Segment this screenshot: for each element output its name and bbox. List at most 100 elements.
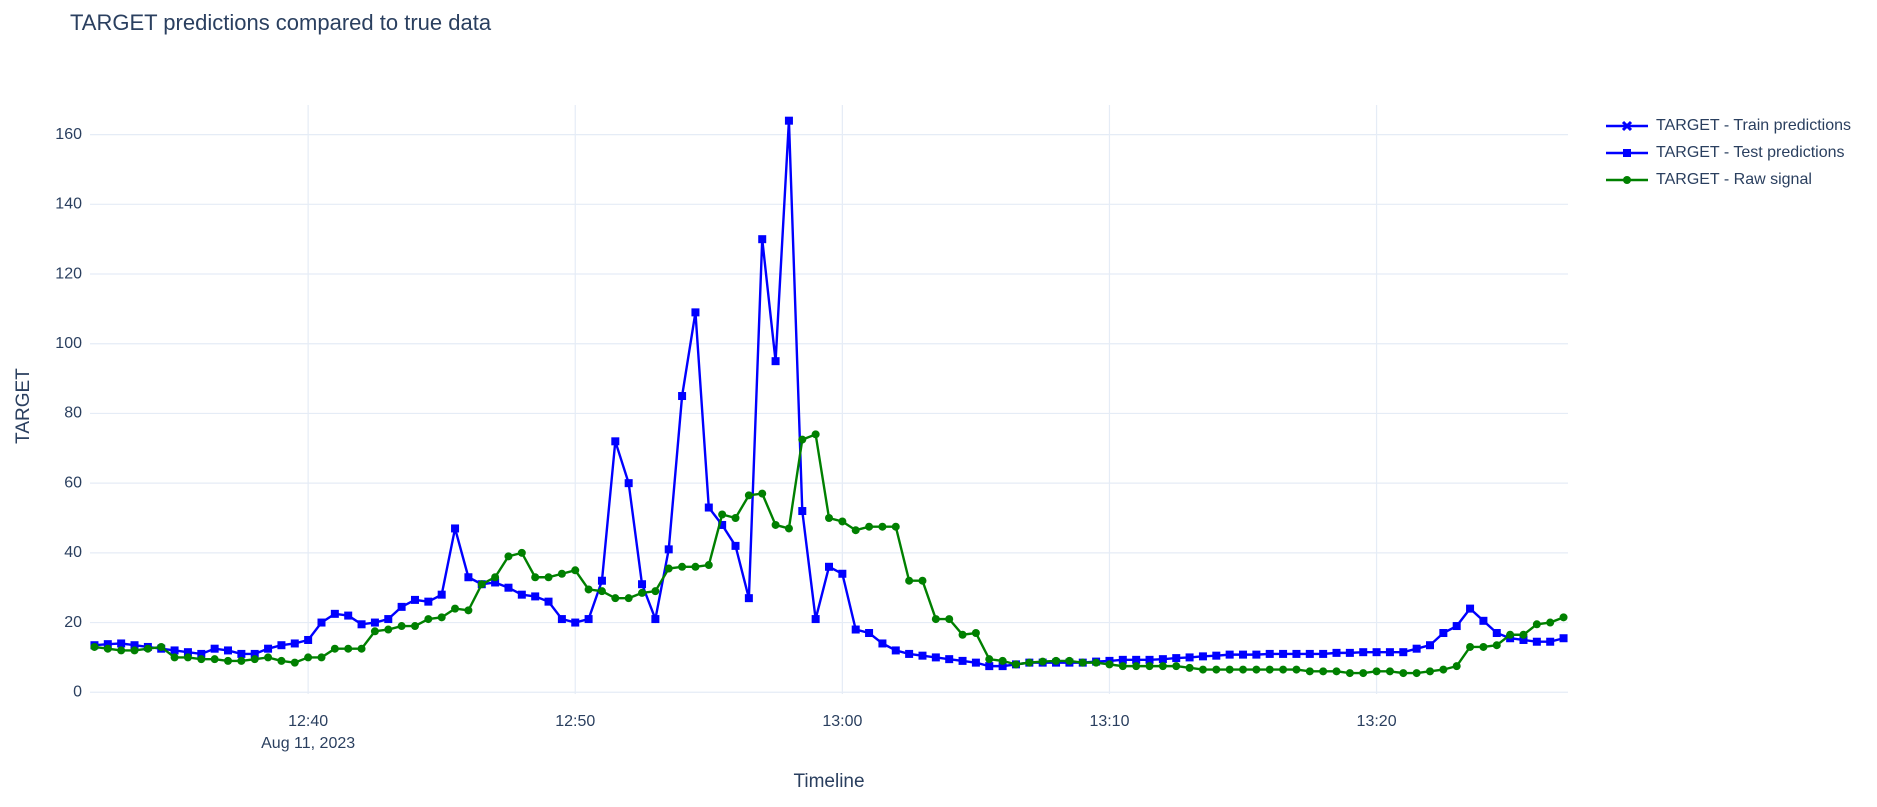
point	[1546, 637, 1555, 646]
point	[197, 655, 206, 664]
point	[825, 562, 833, 571]
point	[117, 639, 126, 648]
point	[1506, 630, 1515, 639]
point	[290, 658, 299, 667]
point	[611, 594, 620, 603]
point	[571, 566, 580, 575]
point	[718, 520, 727, 529]
point	[143, 644, 152, 653]
point	[491, 573, 500, 582]
point	[838, 569, 847, 578]
point	[464, 573, 473, 582]
point	[130, 646, 139, 655]
point	[103, 644, 112, 653]
x-tick-label: 13:00	[822, 713, 862, 730]
point	[1065, 656, 1074, 665]
point	[1412, 644, 1421, 653]
point	[624, 479, 633, 488]
point	[704, 503, 713, 512]
point	[1198, 652, 1207, 661]
point	[571, 618, 580, 627]
point	[410, 622, 419, 631]
point	[250, 649, 259, 658]
point	[504, 583, 513, 592]
point	[210, 644, 219, 653]
point	[277, 641, 286, 650]
y-tick-label: 0	[73, 683, 82, 700]
point	[678, 562, 687, 571]
point	[1011, 660, 1020, 669]
point	[183, 653, 192, 662]
point	[865, 522, 874, 531]
point	[664, 564, 673, 573]
point	[1212, 665, 1221, 674]
point	[638, 580, 647, 589]
point	[838, 517, 847, 526]
point	[597, 587, 606, 596]
point	[597, 576, 606, 585]
point	[424, 597, 433, 606]
x-tick-label: 13:10	[1089, 713, 1129, 730]
point	[758, 489, 767, 498]
point	[197, 649, 206, 658]
point	[1399, 669, 1408, 678]
point	[437, 590, 446, 599]
point	[317, 618, 326, 627]
point	[130, 641, 139, 650]
point	[704, 561, 713, 570]
point	[170, 653, 179, 662]
point	[1466, 642, 1475, 651]
point	[1172, 662, 1181, 671]
point	[651, 615, 660, 624]
point	[1265, 649, 1274, 658]
point	[544, 573, 553, 582]
point	[691, 308, 700, 317]
point	[584, 615, 593, 624]
point	[224, 646, 233, 655]
point	[1359, 648, 1368, 657]
point	[397, 622, 406, 631]
point	[1252, 650, 1261, 659]
point	[1425, 641, 1434, 650]
point	[250, 655, 259, 664]
point	[1479, 642, 1488, 651]
point	[1519, 630, 1528, 639]
point	[1225, 665, 1234, 674]
point	[1212, 651, 1221, 660]
point	[477, 580, 486, 589]
point	[264, 653, 273, 662]
point	[931, 615, 940, 624]
point	[103, 640, 112, 649]
point	[1225, 650, 1234, 659]
point	[931, 653, 940, 662]
point	[264, 644, 273, 653]
point	[891, 522, 900, 531]
point	[865, 629, 874, 638]
point	[304, 635, 313, 644]
point	[985, 662, 994, 671]
point	[691, 562, 700, 571]
point	[584, 585, 593, 594]
point	[170, 646, 179, 655]
point	[744, 594, 753, 603]
point	[1198, 665, 1207, 674]
point	[1439, 629, 1448, 638]
grid-layer	[90, 105, 1568, 694]
point	[370, 618, 379, 627]
point	[878, 639, 887, 648]
point	[304, 653, 313, 662]
point	[771, 520, 780, 529]
point	[531, 573, 540, 582]
point	[1185, 653, 1194, 662]
y-tick-label: 40	[64, 544, 82, 561]
point	[731, 513, 740, 522]
point	[357, 620, 366, 629]
point	[998, 662, 1007, 671]
point	[1038, 657, 1047, 666]
point	[798, 507, 807, 516]
point	[330, 609, 339, 618]
point	[851, 625, 860, 634]
point	[491, 578, 500, 587]
y-tick-label: 140	[55, 196, 82, 213]
point	[1092, 658, 1101, 667]
